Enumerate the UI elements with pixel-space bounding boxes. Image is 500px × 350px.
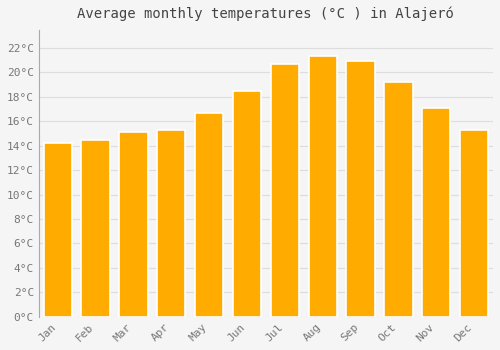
Bar — [308, 56, 337, 317]
Bar — [384, 82, 412, 317]
Bar — [346, 61, 375, 317]
Bar — [44, 143, 72, 317]
Bar — [270, 64, 299, 317]
Bar — [119, 132, 148, 317]
Bar — [422, 108, 450, 317]
Bar — [233, 91, 261, 317]
Bar — [195, 113, 224, 317]
Bar — [460, 130, 488, 317]
Bar — [157, 130, 186, 317]
Bar — [82, 140, 110, 317]
Title: Average monthly temperatures (°C ) in Alajeró: Average monthly temperatures (°C ) in Al… — [78, 7, 454, 21]
